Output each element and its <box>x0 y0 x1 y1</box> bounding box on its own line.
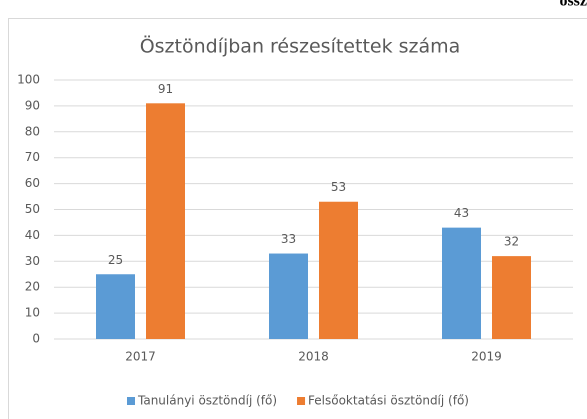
x-tick-label: 2018 <box>298 350 329 364</box>
y-tick-label: 0 <box>32 332 40 346</box>
bar <box>442 227 481 339</box>
data-label: 33 <box>281 232 296 246</box>
header-fragment: össz <box>559 0 587 10</box>
y-tick-label: 90 <box>25 98 40 112</box>
x-tick-label: 2017 <box>125 350 156 364</box>
y-tick-label: 60 <box>25 176 40 190</box>
y-tick-label: 20 <box>25 280 40 294</box>
y-tick-label: 40 <box>25 228 40 242</box>
y-tick-label: 50 <box>25 202 40 216</box>
legend-label: Felsőoktatási ösztöndíj (fő) <box>308 394 469 408</box>
data-label: 53 <box>331 180 346 194</box>
x-tick-label: 2019 <box>471 350 502 364</box>
bar <box>96 274 135 339</box>
data-label: 91 <box>158 82 173 96</box>
legend-swatch <box>127 397 135 405</box>
y-tick-label: 10 <box>25 306 40 320</box>
bar <box>319 201 358 339</box>
y-tick-label: 70 <box>25 150 40 164</box>
y-tick-label: 30 <box>25 254 40 268</box>
chart-frame <box>8 18 587 419</box>
legend-swatch <box>297 397 306 405</box>
data-label: 43 <box>454 206 469 220</box>
data-label: 32 <box>504 235 519 249</box>
y-tick-label: 80 <box>25 124 40 138</box>
data-label: 25 <box>108 253 123 267</box>
legend-label: Tanulányi ösztöndíj (fő) <box>137 394 277 408</box>
bar <box>492 256 531 339</box>
bar <box>146 103 185 339</box>
bar <box>269 253 308 339</box>
chart-title: Ösztöndíjban részesítettek száma <box>140 35 461 58</box>
y-tick-label: 100 <box>17 73 40 87</box>
